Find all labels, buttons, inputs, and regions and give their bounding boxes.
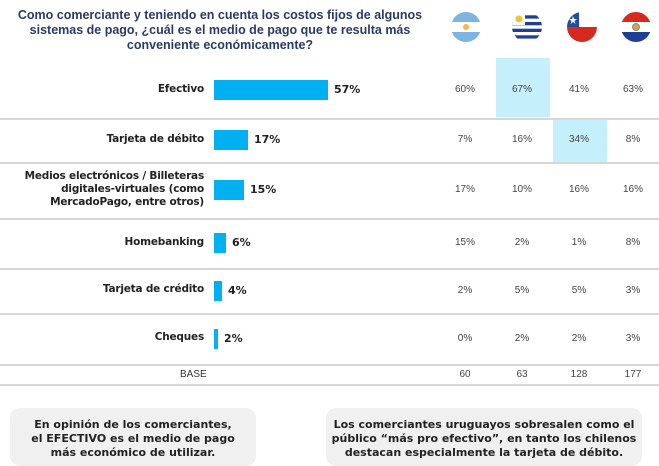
title-line: sistemas de pago, ¿cuál es el medio de p… bbox=[29, 23, 411, 37]
table-cell-uruguay: 2% bbox=[514, 332, 530, 344]
row-divider bbox=[0, 118, 659, 120]
category-label: Efectivo bbox=[157, 82, 204, 95]
note-line: el EFECTIVO es el medio de pago bbox=[31, 432, 235, 445]
base-paraguay: 177 bbox=[624, 369, 642, 380]
bar bbox=[214, 80, 328, 100]
row-divider bbox=[0, 313, 659, 315]
bar-value-label: 15% bbox=[250, 183, 277, 196]
bar-value-label: 6% bbox=[232, 236, 251, 249]
base-uruguay: 63 bbox=[516, 369, 528, 380]
note-line: Los comerciantes uruguayos sobresalen co… bbox=[333, 418, 635, 431]
highlight-uruguay-efectivo bbox=[496, 58, 550, 117]
table-cell-paraguay: 16% bbox=[622, 184, 643, 195]
table-cell-argentina: 0% bbox=[457, 332, 473, 344]
divider bbox=[0, 384, 659, 386]
base-argentina: 60 bbox=[459, 369, 471, 380]
bar bbox=[214, 233, 226, 253]
table-cell-chile: 2% bbox=[571, 332, 587, 344]
table-cell-uruguay: 16% bbox=[511, 134, 532, 145]
note-line: público “más pro efectivo”, en tanto los… bbox=[331, 432, 637, 445]
table-cell-argentina: 7% bbox=[457, 134, 473, 145]
bar bbox=[214, 328, 218, 349]
row-divider bbox=[0, 268, 659, 270]
bar bbox=[214, 130, 248, 150]
table-cell-uruguay: 2% bbox=[514, 237, 530, 248]
title-line: conveniente económicamente? bbox=[126, 38, 314, 52]
highlight-chile-debito bbox=[553, 119, 607, 162]
table-cell-chile: 5% bbox=[571, 284, 587, 296]
base-chile: 128 bbox=[570, 369, 588, 380]
note-line: más económico de utilizar. bbox=[50, 446, 216, 459]
table-cell-uruguay: 5% bbox=[514, 284, 530, 296]
paraguay-flag-icon bbox=[621, 12, 651, 42]
uruguay-flag-icon bbox=[512, 12, 542, 42]
table-cell-chile: 34% bbox=[568, 134, 589, 145]
table-cell-uruguay: 67% bbox=[511, 84, 532, 95]
note-right: Los comerciantes uruguayos sobresalen co… bbox=[326, 408, 642, 466]
table-cell-paraguay: 3% bbox=[625, 332, 641, 344]
table-cell-uruguay: 10% bbox=[511, 184, 532, 195]
title-line: Como comerciante y teniendo en cuenta lo… bbox=[17, 8, 423, 22]
table-cell-argentina: 60% bbox=[454, 84, 475, 95]
table-cell-paraguay: 8% bbox=[625, 134, 641, 145]
table-cell-paraguay: 8% bbox=[625, 237, 641, 248]
table-cell-paraguay: 3% bbox=[625, 284, 641, 296]
divider bbox=[0, 364, 659, 366]
row-divider bbox=[0, 162, 659, 164]
row-divider bbox=[0, 218, 659, 220]
category-label: Cheques bbox=[154, 331, 204, 343]
chile-flag-icon bbox=[567, 12, 597, 42]
bar bbox=[214, 280, 222, 301]
note-line: destacan especialmente la tarjeta de déb… bbox=[344, 446, 624, 459]
bar-value-label: 57% bbox=[334, 83, 361, 96]
bar-value-label: 17% bbox=[254, 133, 281, 146]
category-label: Homebanking bbox=[124, 235, 204, 248]
table-cell-argentina: 15% bbox=[454, 237, 475, 248]
argentina-flag-icon bbox=[451, 12, 481, 42]
category-label: Tarjeta de crédito bbox=[102, 283, 204, 295]
note-left: En opinión de los comerciantes, el EFECT… bbox=[10, 408, 256, 466]
note-line: En opinión de los comerciantes, bbox=[34, 418, 232, 431]
bar-value-label: 2% bbox=[224, 331, 243, 345]
bar-value-label: 4% bbox=[228, 283, 247, 297]
table-cell-paraguay: 63% bbox=[622, 84, 643, 95]
table-cell-chile: 1% bbox=[571, 237, 587, 248]
bar bbox=[214, 180, 244, 200]
table-cell-chile: 41% bbox=[568, 84, 589, 95]
chart-title: Como comerciante y teniendo en cuenta lo… bbox=[10, 8, 430, 53]
category-label: Tarjeta de débito bbox=[106, 132, 205, 145]
table-cell-chile: 16% bbox=[568, 184, 589, 195]
base-label: BASE bbox=[180, 369, 207, 380]
table-cell-argentina: 17% bbox=[454, 184, 475, 195]
category-label: Medios electrónicos / Billeteras digitale… bbox=[24, 169, 205, 208]
table-cell-argentina: 2% bbox=[457, 284, 473, 296]
